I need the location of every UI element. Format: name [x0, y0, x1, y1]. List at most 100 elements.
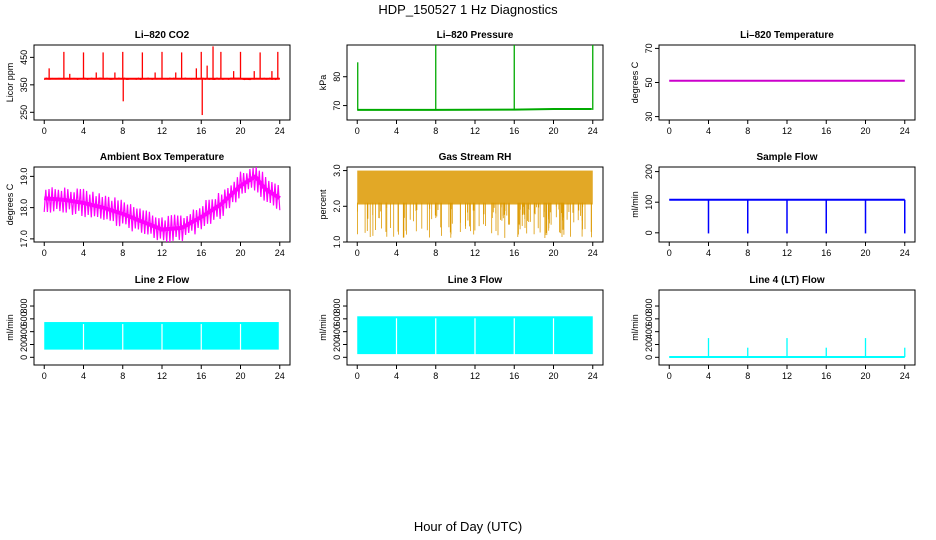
x-tick-label: 24 [900, 126, 910, 136]
x-tick-label: 20 [860, 371, 870, 381]
x-tick-label: 8 [433, 248, 438, 258]
x-tick-label: 8 [745, 248, 750, 258]
y-tick-label: 800 [332, 299, 342, 314]
y-tick-label: 200 [332, 337, 342, 352]
x-tick-label: 0 [667, 248, 672, 258]
y-tick-label: 600 [19, 311, 29, 326]
panel-title: Li–820 Pressure [437, 30, 514, 41]
x-tick-label: 0 [355, 371, 360, 381]
y-tick-label: 0 [332, 355, 342, 360]
panel-title: Line 4 (LT) Flow [749, 275, 825, 286]
x-tick-label: 12 [157, 371, 167, 381]
y-tick-label: 200 [644, 337, 654, 352]
x-tick-label: 16 [821, 248, 831, 258]
y-tick-label: 400 [19, 324, 29, 339]
x-tick-label: 8 [433, 126, 438, 136]
x-tick-label: 4 [81, 248, 86, 258]
x-tick-label: 8 [120, 248, 125, 258]
panel-title: Li–820 CO2 [135, 30, 190, 41]
y-axis-label: kPa [318, 75, 328, 91]
panel-title: Li–820 Temperature [740, 30, 834, 41]
figure-title: HDP_150527 1 Hz Diagnostics [378, 2, 558, 17]
x-tick-label: 4 [81, 126, 86, 136]
x-tick-label: 0 [355, 248, 360, 258]
x-tick-label: 20 [235, 371, 245, 381]
y-axis-label: ml/min [318, 314, 328, 341]
x-tick-label: 4 [81, 371, 86, 381]
x-tick-label: 20 [235, 126, 245, 136]
y-axis-label: ml/min [630, 314, 640, 341]
x-tick-label: 24 [275, 371, 285, 381]
panel-title: Line 2 Flow [135, 275, 190, 286]
x-tick-label: 16 [821, 126, 831, 136]
x-tick-label: 16 [196, 371, 206, 381]
panel-line4: Line 4 (LT) Flow 0 4 8 12 16 20 24 0 200400600800… [630, 275, 916, 381]
x-tick-label: 12 [157, 126, 167, 136]
x-tick-label: 24 [900, 371, 910, 381]
panel-rh: Gas Stream RH 0 4 8 12 16 20 24 1.0 2.0 3.0 percent [318, 152, 604, 258]
y-tick-label: 0 [644, 355, 654, 360]
panel-title: Ambient Box Temperature [100, 152, 225, 163]
figure-xlabel: Hour of Day (UTC) [414, 519, 522, 534]
y-tick-label: 200 [644, 164, 654, 179]
panel-co2: Li–820 CO2 0 4 8 12 16 20 24 250 350 450 Licor ppm [5, 30, 291, 136]
panel-title: Line 3 Flow [448, 275, 503, 286]
y-tick-label: 50 [644, 77, 654, 87]
x-tick-label: 0 [355, 126, 360, 136]
x-tick-label: 0 [667, 371, 672, 381]
y-tick-label: 0 [644, 230, 654, 235]
x-tick-label: 24 [588, 371, 598, 381]
x-tick-label: 20 [548, 248, 558, 258]
panel-title: Sample Flow [756, 152, 817, 163]
x-tick-label: 8 [745, 126, 750, 136]
x-tick-label: 24 [275, 126, 285, 136]
y-tick-label: 250 [19, 105, 29, 120]
x-tick-label: 0 [42, 126, 47, 136]
y-tick-label: 3.0 [332, 164, 342, 177]
x-tick-label: 20 [860, 248, 870, 258]
y-tick-label: 30 [644, 112, 654, 122]
y-tick-label: 2.0 [332, 200, 342, 213]
x-tick-label: 12 [782, 371, 792, 381]
series-line-mean [43, 174, 281, 232]
y-tick-label: 400 [644, 324, 654, 339]
y-tick-label: 80 [332, 72, 342, 82]
y-tick-label: 1.0 [332, 236, 342, 249]
plot-frame [658, 44, 916, 121]
y-tick-label: 200 [19, 337, 29, 352]
x-tick-label: 4 [394, 371, 399, 381]
panel-temp: Li–820 Temperature 0 4 8 12 16 20 24 30 50 70 degre… [630, 30, 916, 136]
x-tick-label: 16 [509, 126, 519, 136]
y-tick-label: 600 [644, 311, 654, 326]
x-tick-label: 24 [588, 126, 598, 136]
panel-pressure: Li–820 Pressure 0 4 8 12 16 20 24 70 80 kPa [318, 30, 604, 136]
y-tick-label: 450 [19, 50, 29, 65]
series-line [43, 166, 281, 243]
y-tick-label: 600 [332, 311, 342, 326]
x-tick-label: 4 [394, 126, 399, 136]
y-axis-label: percent [318, 189, 328, 220]
x-tick-label: 0 [42, 248, 47, 258]
x-tick-label: 8 [745, 371, 750, 381]
x-tick-label: 16 [509, 248, 519, 258]
x-tick-label: 24 [275, 248, 285, 258]
series-band [357, 170, 593, 205]
x-tick-label: 20 [235, 248, 245, 258]
x-tick-label: 20 [548, 371, 558, 381]
x-tick-label: 12 [782, 248, 792, 258]
y-tick-label: 400 [332, 324, 342, 339]
panel-ambient: Ambient Box Temperature 0 4 8 12 16 20 24 17.0 18… [5, 152, 291, 258]
y-tick-label: 19.0 [19, 168, 29, 186]
x-tick-label: 0 [667, 126, 672, 136]
x-tick-label: 20 [860, 126, 870, 136]
x-tick-label: 4 [394, 248, 399, 258]
x-tick-label: 12 [782, 126, 792, 136]
x-tick-label: 12 [470, 371, 480, 381]
series-line [357, 108, 592, 111]
y-tick-label: 17.0 [19, 230, 29, 248]
y-axis-label: ml/min [5, 314, 15, 341]
y-tick-label: 100 [644, 195, 654, 210]
